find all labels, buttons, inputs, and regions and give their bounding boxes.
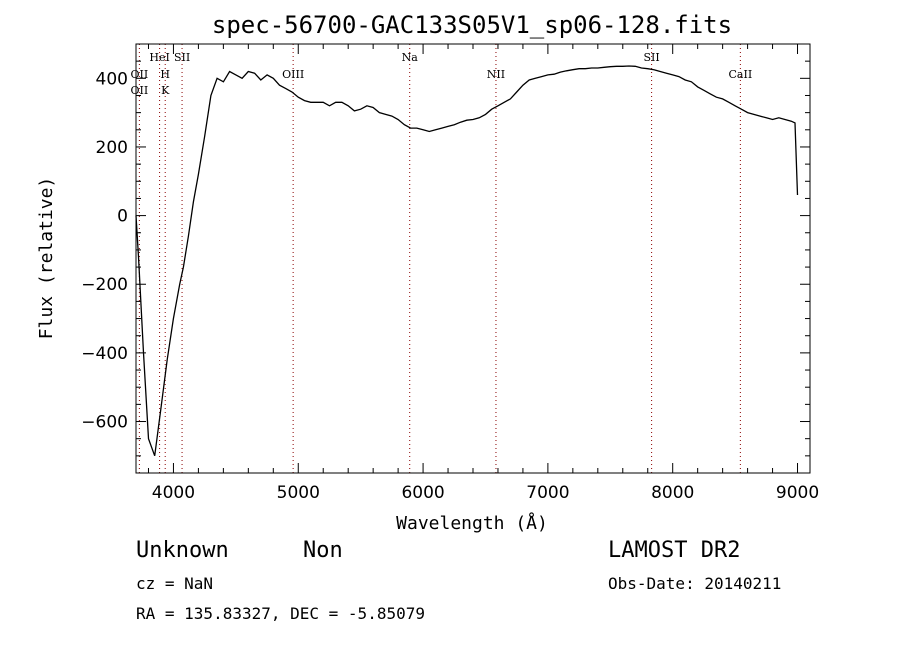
emission-line-label: OII [131, 84, 149, 97]
y-tick-label: 400 [96, 69, 128, 89]
y-axis-label: Flux (relative) [36, 177, 57, 340]
x-tick-label: 5000 [277, 483, 320, 503]
emission-line-label: OII [131, 68, 149, 81]
emission-line-label: SII [174, 51, 190, 64]
plot-frame [135, 43, 811, 474]
emission-line-label: OIII [282, 68, 304, 81]
emission-line-label: K [161, 84, 170, 97]
emission-line-label: CaII [729, 68, 753, 81]
coordinates: RA = 135.83327, DEC = -5.85079 [136, 604, 425, 623]
emission-line-label: H [160, 68, 170, 81]
emission-line-label: HeI [149, 51, 169, 64]
y-tick-label: 200 [96, 138, 128, 158]
chart-title: spec-56700-GAC133S05V1_sp06-128.fits [212, 11, 732, 39]
object-subclass: Non [303, 538, 343, 563]
x-tick-label: 9000 [776, 483, 819, 503]
axis-ticks: 4000 5000 6000 7000 8000 9000 −600 −400 −200 0 200… [81, 43, 819, 503]
x-tick-label: 8000 [651, 483, 694, 503]
x-tick-label: 7000 [526, 483, 569, 503]
y-tick-label: −600 [81, 413, 128, 433]
y-tick-label: −400 [81, 344, 128, 364]
object-class: Unknown [136, 538, 229, 563]
redshift-cz: cz = NaN [136, 574, 214, 593]
emission-line-label: NII [487, 68, 505, 81]
x-axis-label: Wavelength (Å) [396, 512, 548, 534]
y-tick-label: −200 [81, 275, 128, 295]
spectrum-line [135, 65, 799, 457]
x-tick-label: 6000 [401, 483, 444, 503]
emission-line-label: SII [643, 51, 659, 64]
observation-date: Obs-Date: 20140211 [608, 574, 782, 593]
y-tick-label: 0 [117, 207, 128, 227]
survey-name: LAMOST DR2 [608, 538, 741, 563]
x-tick-label: 4000 [152, 483, 195, 503]
emission-line-label: Na [402, 51, 419, 64]
